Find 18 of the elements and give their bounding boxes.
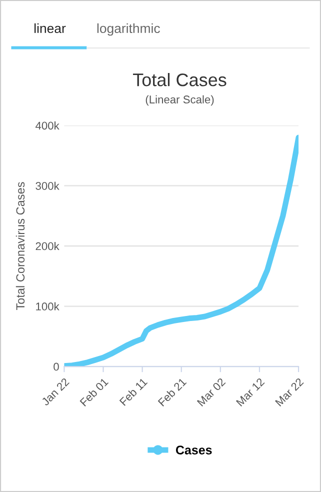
x-tick-label: Feb 01 [79,377,109,407]
y-tick-label: 100k [36,302,60,310]
y-tick-label: 0 [54,362,59,371]
chart-title: Total Cases [133,73,226,86]
text: logarithmic [97,23,160,36]
y-tick-label: 400k [36,121,60,130]
y-axis-title: Total Coronavirus Cases [16,182,25,310]
x-tick-label: Feb 11 [119,377,148,406]
x-tick-label: Mar 02 [196,378,226,407]
x-tick-label: Feb 21 [158,377,187,407]
x-tick-label: Mar 22 [274,378,304,407]
y-tick-label: 300k [36,182,60,190]
x-tick-label: Mar 12 [236,378,265,407]
chart-subtitle: (Linear Scale) [146,95,214,106]
text: linear [34,23,66,34]
x-tick-label: Jan 22 [40,378,70,406]
y-tick-label: 200k [36,242,60,250]
legend-label: Cases [176,446,212,454]
